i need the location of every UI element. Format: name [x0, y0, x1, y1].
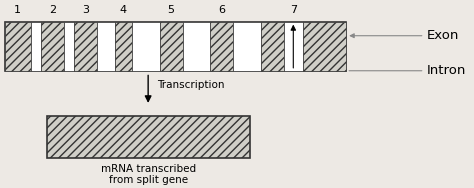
Text: Transcription: Transcription: [157, 80, 225, 90]
Text: 5: 5: [168, 5, 175, 15]
Bar: [302, 22, 346, 71]
Bar: [284, 22, 302, 71]
Text: 3: 3: [82, 5, 89, 15]
Text: Intron: Intron: [427, 64, 466, 77]
Bar: [41, 22, 64, 71]
Bar: [261, 22, 284, 71]
Bar: [5, 22, 346, 71]
Text: mRNA transcribed
from split gene: mRNA transcribed from split gene: [100, 164, 196, 185]
Text: 1: 1: [14, 5, 21, 15]
Bar: [233, 22, 261, 71]
Bar: [210, 22, 233, 71]
Text: 4: 4: [120, 5, 127, 15]
Text: 2: 2: [49, 5, 56, 15]
Bar: [74, 22, 97, 71]
Bar: [47, 116, 249, 158]
Text: 6: 6: [219, 5, 225, 15]
Bar: [115, 22, 132, 71]
Bar: [31, 22, 41, 71]
Bar: [182, 22, 210, 71]
Text: 7: 7: [290, 5, 297, 15]
Bar: [132, 22, 160, 71]
Text: Exon: Exon: [427, 29, 459, 42]
Bar: [97, 22, 115, 71]
Bar: [160, 22, 182, 71]
Bar: [64, 22, 74, 71]
Bar: [5, 22, 31, 71]
